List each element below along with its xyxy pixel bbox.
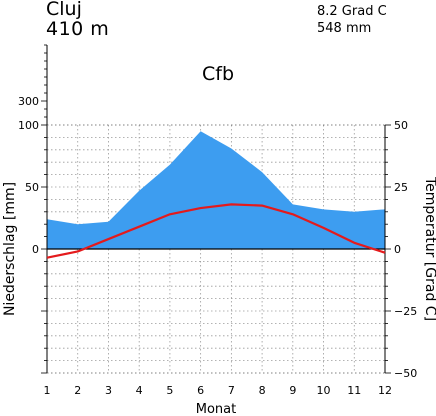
y-right-tick-label: 0 xyxy=(394,243,401,256)
station-name: Cluj xyxy=(46,0,82,20)
y-left-tick-label: 50 xyxy=(25,181,39,194)
x-tick-label: 1 xyxy=(44,384,51,397)
y-left-tick-label: 0 xyxy=(32,243,39,256)
x-tick-label: 2 xyxy=(74,384,81,397)
x-tick-label: 11 xyxy=(347,384,361,397)
x-tick-label: 6 xyxy=(197,384,204,397)
x-tick-label: 5 xyxy=(166,384,173,397)
x-tick-label: 9 xyxy=(289,384,296,397)
temperature-layer xyxy=(46,203,386,259)
precipitation-area xyxy=(47,131,385,249)
chart-title: Cfb xyxy=(202,63,234,85)
y-right-tick-label: −50 xyxy=(394,367,417,380)
y-left-extended-tick-label: 300 xyxy=(18,95,39,108)
y-left-tick-label: 100 xyxy=(18,119,39,132)
x-tick-label: 8 xyxy=(259,384,266,397)
y-axis-left-label: Niederschlag [mm] xyxy=(2,182,18,316)
y-right-tick-label: −25 xyxy=(394,305,417,318)
x-tick-label: 12 xyxy=(378,384,392,397)
x-tick-label: 3 xyxy=(105,384,112,397)
x-tick-label: 7 xyxy=(228,384,235,397)
x-tick-label: 10 xyxy=(317,384,331,397)
x-axis-label: Monat xyxy=(196,402,236,416)
annual-precipitation: 548 mm xyxy=(317,21,372,36)
temperature-line xyxy=(46,203,386,259)
mean-temperature: 8.2 Grad C xyxy=(317,4,387,19)
y-right-tick-label: 50 xyxy=(394,119,408,132)
y-right-tick-label: 25 xyxy=(394,181,408,194)
x-tick-label: 4 xyxy=(136,384,143,397)
station-elevation: 410 m xyxy=(46,18,110,40)
precipitation-layer xyxy=(46,131,386,249)
y-axis-right-label: Temperatur [Grad C] xyxy=(422,176,436,321)
plot-frame xyxy=(46,124,386,374)
